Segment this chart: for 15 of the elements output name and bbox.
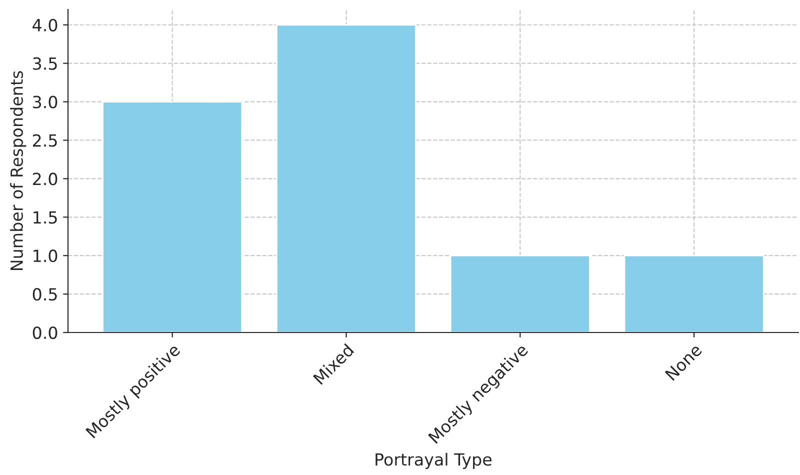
y-tick-label: 0.0: [32, 326, 58, 340]
bar: [102, 101, 243, 332]
y-tick-label: 3.5: [33, 57, 57, 70]
bar: [276, 24, 417, 332]
y-tick-label: 3.0: [33, 96, 58, 108]
y-tick-label: 2.5: [32, 134, 57, 147]
bar: [624, 254, 764, 332]
y-tick-label: 4.0: [32, 18, 58, 32]
y-axis-title: Number of Respondents: [10, 71, 26, 270]
y-tick-label: 2.0: [32, 172, 58, 186]
y-tick-label: 1.5: [34, 211, 57, 224]
bar: [450, 254, 590, 332]
y-tick-label: 0.5: [32, 288, 57, 301]
y-tick-label: 1.0: [34, 250, 58, 262]
x-axis-title: Portrayal Type: [376, 452, 492, 469]
